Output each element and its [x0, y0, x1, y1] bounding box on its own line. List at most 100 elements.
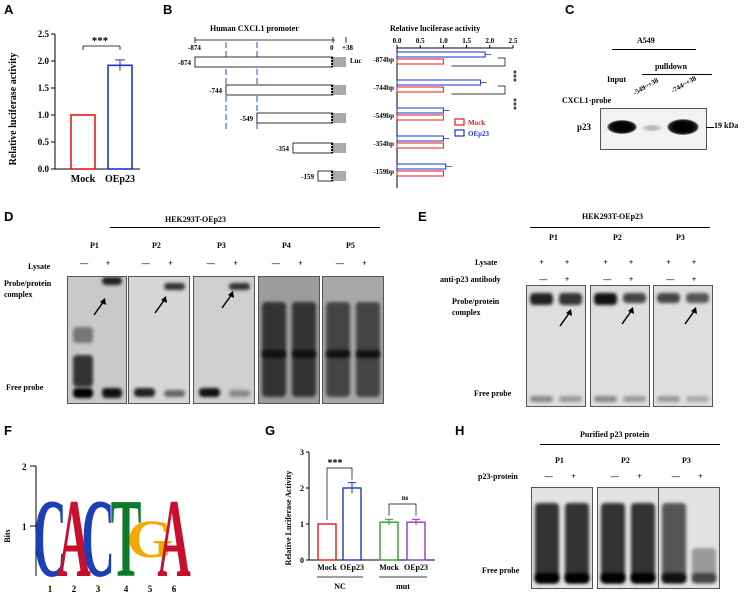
d-gel-p3-sign: — [206, 259, 215, 268]
h-gel-p1-sign: — [544, 472, 553, 481]
b-sig-bracket [451, 57, 506, 67]
g-group-mut: mut [396, 582, 410, 591]
g-ytick: 2 [300, 484, 304, 493]
d-gel-p1-sign: + [105, 259, 111, 268]
b-xtick: 1.5 [462, 37, 471, 45]
b-construct-label: -549 [240, 115, 253, 123]
d-gel-p3 [193, 276, 255, 404]
f-position: 4 [124, 584, 129, 594]
h-protein-label: p23-protein [478, 472, 518, 481]
d-gel-p4 [258, 276, 320, 404]
e-gel-p1-band [558, 293, 583, 306]
d-gel-p4-band [292, 302, 316, 397]
d-gel-p3-band [228, 390, 250, 397]
h-gel-p1-label: P1 [555, 456, 564, 465]
e-gel-p3-band [685, 396, 710, 403]
c-probe-label: CXCL1-probe [562, 96, 612, 105]
b-chart-title: Relative luciferase activity [390, 24, 481, 33]
d-gel-p2-band [133, 387, 155, 397]
g-group-nc: NC [334, 582, 346, 591]
h-gel-p1-band [535, 573, 559, 583]
g-sig-1: *** [328, 458, 343, 469]
b-row-label: -874bp [373, 56, 394, 64]
g-cat-3: Mock [379, 563, 399, 572]
a-ytick: 1.5 [38, 83, 50, 93]
b-bar-mock [396, 114, 444, 121]
panel-g-chart: 0 1 2 3 Relative Luciferase Activity *** ns… [284, 448, 435, 591]
d-gel-p3-band [198, 387, 220, 397]
e-gel-p2-sign: + [628, 258, 634, 267]
e-gel-p1 [526, 285, 586, 407]
g-bar [342, 487, 362, 561]
d-gel-p5-sign: — [335, 259, 344, 268]
g-bracket-nc [326, 467, 353, 520]
g-cat-4: OEp23 [404, 563, 428, 572]
d-gel-p5-label: P5 [346, 241, 355, 250]
e-gel-p3-sign: + [666, 258, 671, 267]
e-gel-p1-sign: + [564, 258, 570, 267]
panel-b-constructs: -874 0 +38 -874 -744 -549 -354 -159 Luc [178, 37, 362, 182]
g-bracket-mut [388, 503, 417, 516]
b-construct-label: -744 [209, 87, 222, 95]
e-gel-p3-band [656, 293, 681, 303]
f-ytick-1: 1 [22, 522, 27, 532]
e-free-label: Free probe [474, 389, 512, 398]
d-gel-p1-band [72, 387, 93, 398]
g-ytick: 1 [300, 520, 304, 529]
b-luc-box [334, 57, 346, 67]
b-construct-box [225, 84, 334, 96]
h-gel-p2-band [601, 503, 625, 583]
e-gel-p2-band [622, 293, 647, 303]
e-gel-p3-sign: + [691, 258, 697, 267]
e-gel-p1-band [529, 396, 554, 403]
b-coord-874: -874 [188, 44, 201, 52]
h-gel-p3-sign: — [671, 472, 680, 481]
panel-label-e: E [418, 209, 427, 224]
panel-label-a: A [4, 2, 14, 17]
b-sig-bracket [451, 85, 506, 95]
b-luc-box [334, 113, 346, 123]
a-ytick: 1.0 [38, 110, 50, 120]
h-gel-p1-sign: + [571, 472, 576, 481]
d-gel-p2-sign: — [141, 259, 150, 268]
h-gel-p2-sign: — [610, 472, 619, 481]
h-free-label: Free probe [482, 566, 520, 575]
panel-label-f: F [4, 423, 12, 438]
g-cat-2: OEp23 [340, 563, 364, 572]
d-gel-p2-band [163, 390, 185, 397]
d-gel-p5-band [326, 302, 350, 397]
c-probe-2: -744~+38 [670, 74, 698, 95]
h-gel-p1-band [565, 573, 589, 583]
d-gel-p2-sign: + [168, 259, 173, 268]
d-lysate-label: Lysate [28, 262, 51, 271]
d-arrow-p1 [93, 298, 106, 316]
b-bar-oep23 [396, 51, 486, 58]
h-gel-p1 [531, 487, 593, 589]
d-gel-p1-sign: — [80, 259, 89, 268]
panel-label-b: B [163, 2, 173, 17]
e-gel-p2-label: P2 [613, 233, 622, 242]
b-luc-box [334, 85, 346, 95]
h-gel-p3-band [692, 573, 716, 583]
d-gel-p4-sign: — [271, 259, 280, 268]
b-legend-swatch-mock [454, 118, 465, 126]
e-arrow-p2 [621, 307, 634, 325]
d-gel-p2-band [163, 283, 185, 290]
b-construct-box [194, 56, 334, 68]
d-gel-p1-band [72, 355, 93, 387]
h-gel-p2 [597, 487, 659, 589]
g-ylabel: Relative Luciferase Activity [284, 471, 293, 566]
f-letter-t: T [111, 477, 142, 600]
e-gel-p2 [590, 285, 650, 407]
b-coord-38: +38 [342, 44, 353, 52]
h-gel-p2-band [631, 573, 655, 583]
f-position: 3 [96, 584, 101, 594]
b-bar-mock [396, 58, 444, 65]
e-gel-p3-label: P3 [676, 233, 685, 242]
b-xtick: 2.0 [485, 37, 494, 45]
h-gel-p3-band [662, 573, 686, 583]
b-xtick: 1.0 [439, 37, 448, 45]
a-ylabel: Relative luciferase activity [8, 53, 19, 166]
g-bar [379, 521, 399, 561]
